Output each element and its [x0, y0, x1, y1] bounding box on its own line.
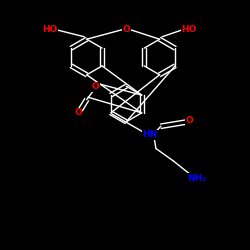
Text: HO: HO	[42, 25, 57, 34]
Text: O: O	[74, 108, 82, 117]
Text: HN: HN	[142, 130, 157, 140]
Text: O: O	[186, 116, 193, 124]
Text: O: O	[92, 82, 99, 91]
Text: NH₂: NH₂	[187, 174, 206, 183]
Text: O: O	[122, 25, 130, 34]
Text: HO: HO	[182, 25, 197, 34]
